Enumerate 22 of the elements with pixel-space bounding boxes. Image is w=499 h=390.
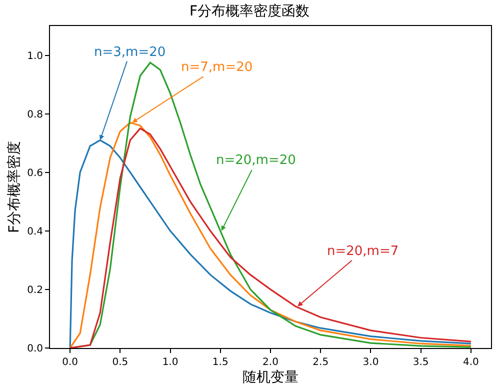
annotation: n=3,m=20 xyxy=(94,45,166,60)
chart-title: F分布概率密度函数 xyxy=(189,4,310,20)
annotation: n=7,m=20 xyxy=(181,60,253,75)
y-tick-label: 0.2 xyxy=(27,284,43,296)
annotation: n=20,m=20 xyxy=(216,153,296,168)
x-tick-label: 2.0 xyxy=(262,357,278,368)
y-tick-label: 0.4 xyxy=(27,226,43,238)
x-tick-label: 0.0 xyxy=(62,357,78,368)
y-tick-label: 0.0 xyxy=(27,344,43,354)
annotation: n=20,m=7 xyxy=(327,244,399,259)
y-axis-title: F分布概率密度 xyxy=(6,140,23,234)
x-tick-label: 1.0 xyxy=(162,357,178,368)
x-tick-label: 3.5 xyxy=(412,357,429,368)
y-tick-label: 0.6 xyxy=(27,168,43,179)
x-tick-label: 4.0 xyxy=(462,357,479,368)
x-axis-title: 随机变量 xyxy=(242,369,298,386)
x-tick-label: 2.5 xyxy=(312,357,329,368)
y-tick-label: 1.0 xyxy=(27,50,43,62)
x-tick-label: 3.0 xyxy=(362,357,379,368)
x-tick-label: 0.5 xyxy=(112,357,128,368)
x-tick-label: 1.5 xyxy=(212,357,228,368)
y-tick-label: 0.8 xyxy=(27,109,43,120)
